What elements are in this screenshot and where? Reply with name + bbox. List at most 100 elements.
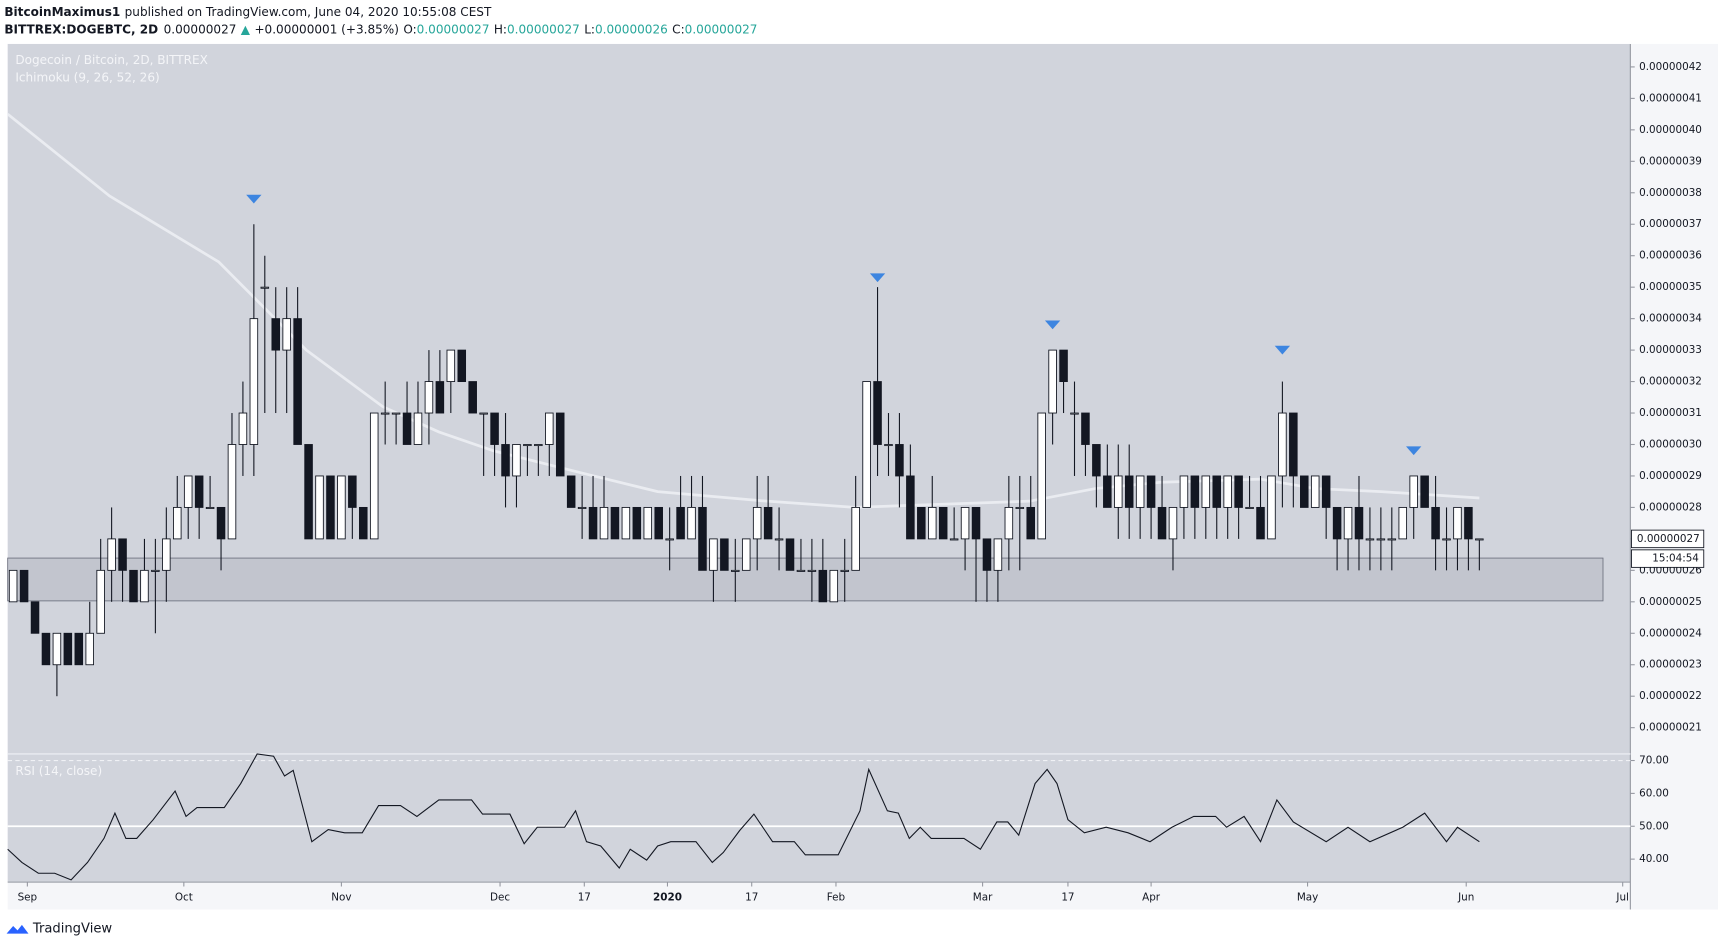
y-tick-label: 0.00000033: [1639, 344, 1702, 356]
candle-body: [1070, 412, 1079, 415]
y-tick-label: 0.00000040: [1639, 124, 1702, 136]
candle-body: [205, 506, 215, 509]
x-tick-label: Mar: [973, 891, 993, 903]
change-arrow: ▲: [241, 22, 251, 36]
rsi-y-tick-label: 70.00: [1639, 755, 1669, 767]
candle-body: [895, 444, 904, 477]
candle-body: [1190, 475, 1200, 508]
y-tick-label: 0.00000030: [1639, 438, 1702, 450]
ohlc-key: C:: [672, 22, 684, 36]
symbol: BITTREX:DOGEBTC, 2D: [4, 22, 158, 36]
candle-body: [1453, 506, 1462, 540]
candle-body: [63, 632, 73, 666]
candle-body: [1168, 506, 1178, 540]
candle-body: [260, 286, 270, 289]
candle-body: [41, 632, 51, 666]
candle-body: [1114, 475, 1123, 508]
candle-body: [304, 444, 313, 540]
candle-body: [555, 412, 565, 477]
candle-body: [949, 538, 959, 541]
candle-body: [173, 506, 182, 540]
peak-marker: [1406, 446, 1422, 456]
rsi-y-tick-label: 50.00: [1639, 820, 1669, 832]
candle-body: [927, 506, 937, 540]
candle-body: [96, 569, 105, 634]
publish-line: BitcoinMaximus1 published on TradingView.…: [4, 5, 492, 19]
candle-body: [1289, 412, 1298, 477]
candle-body: [1135, 475, 1145, 508]
x-tick-label: Jun: [1457, 891, 1474, 903]
candle-body: [665, 538, 674, 541]
candle-body: [1475, 538, 1484, 541]
candle-body: [1245, 506, 1254, 509]
y-tick-label: 0.00000024: [1639, 627, 1702, 639]
candle-body: [687, 506, 696, 540]
countdown: 15:04:54: [1652, 553, 1699, 565]
candle-body: [938, 506, 948, 540]
candle-body: [1081, 412, 1090, 445]
candle-body: [380, 412, 390, 415]
candle-body: [545, 412, 554, 445]
candle-body: [194, 475, 204, 508]
candle-body: [479, 412, 488, 415]
candle-body: [1026, 506, 1036, 540]
candle-body: [862, 381, 871, 508]
peak-marker: [869, 273, 886, 283]
candle-body: [1376, 538, 1386, 541]
candle-body: [74, 632, 84, 666]
candle-body: [785, 538, 795, 571]
change: +0.00000001 (+3.85%): [254, 22, 398, 36]
candle-body: [851, 506, 860, 571]
candle-body: [1321, 475, 1331, 508]
candle-body: [1201, 475, 1211, 508]
candle-body: [1398, 506, 1408, 540]
candle-body: [1387, 538, 1397, 541]
x-tick-label: 17: [745, 891, 758, 903]
candle-body: [720, 538, 729, 571]
candle-body: [1420, 475, 1429, 508]
candle-body: [326, 475, 335, 540]
candle-body: [807, 569, 817, 572]
x-tick-label: May: [1297, 891, 1318, 903]
candle-body: [1256, 506, 1265, 540]
candle-body: [1124, 475, 1134, 508]
candle-body: [282, 318, 291, 351]
candle-body: [315, 475, 324, 540]
x-tick-label: Sep: [18, 891, 38, 903]
candle-body: [107, 538, 116, 571]
last-price-label: 0.00000027: [1637, 533, 1700, 545]
x-tick-label: 2020: [653, 891, 682, 903]
candle-body: [884, 444, 893, 447]
peak-marker: [1274, 345, 1291, 355]
price-axis-background: [1630, 43, 1718, 910]
candle-body: [709, 538, 718, 571]
candle-body: [435, 381, 445, 414]
candle-body: [621, 506, 631, 540]
y-tick-label: 0.00000028: [1639, 501, 1702, 513]
candle-body: [1103, 475, 1112, 508]
peak-marker: [1044, 320, 1061, 330]
candle-body: [216, 506, 226, 540]
candle-body: [534, 444, 543, 447]
candle-body: [129, 569, 138, 603]
logo-icon: [6, 924, 29, 934]
candle-body: [698, 506, 707, 571]
x-tick-label: Feb: [827, 891, 846, 903]
y-tick-label: 0.00000029: [1639, 470, 1702, 482]
candle-body: [840, 569, 849, 572]
x-tick-label: Dec: [490, 891, 510, 903]
candle-body: [917, 506, 926, 540]
x-tick-label: 17: [578, 891, 591, 903]
candle-body: [1004, 506, 1014, 540]
candle-body: [1015, 506, 1025, 509]
ohlc-value: 0.00000027: [507, 22, 580, 36]
candle-body: [873, 381, 882, 445]
candle-body: [588, 506, 598, 540]
candle-body: [402, 412, 412, 445]
y-tick-label: 0.00000021: [1639, 722, 1702, 734]
candle-body: [1343, 506, 1353, 540]
plot-layer: 0.00000021 0.00000022 0.00000023 0.00000024…: [6, 61, 1705, 903]
candle-body: [490, 412, 499, 445]
candle-body: [501, 444, 510, 477]
